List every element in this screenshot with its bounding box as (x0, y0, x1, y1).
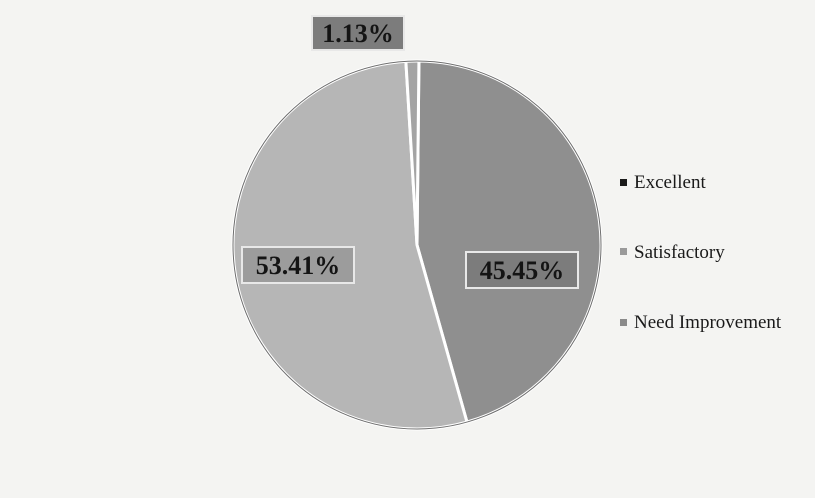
legend-marker-excellent (620, 179, 627, 186)
data-label-box-need-improvement (311, 15, 405, 51)
data-label-box-excellent (465, 251, 579, 289)
legend-item-need-improvement: Need Improvement (620, 312, 782, 333)
data-label-text-excellent: 45.45% (480, 256, 565, 285)
data-labels: 45.45% 53.41% 1.13% (241, 15, 579, 289)
data-label-text-need-improvement: 1.13% (322, 19, 394, 48)
legend-marker-need-improvement (620, 319, 627, 326)
legend-marker-satisfactory (620, 248, 627, 255)
data-label-excellent: 45.45% (465, 251, 579, 289)
data-label-need-improvement: 1.13% (311, 15, 405, 51)
pie-slices (231, 59, 603, 431)
legend-label-satisfactory: Satisfactory (634, 242, 725, 263)
legend: Excellent Satisfactory Need Improvement (620, 172, 782, 333)
data-label-text-satisfactory: 53.41% (256, 251, 341, 280)
pie-outline (232, 60, 602, 430)
legend-item-excellent: Excellent (620, 172, 706, 193)
legend-item-satisfactory: Satisfactory (620, 242, 725, 263)
data-label-box-satisfactory (241, 246, 355, 284)
legend-label-need-improvement: Need Improvement (634, 312, 782, 333)
data-label-satisfactory: 53.41% (241, 246, 355, 284)
legend-label-excellent: Excellent (634, 172, 706, 193)
